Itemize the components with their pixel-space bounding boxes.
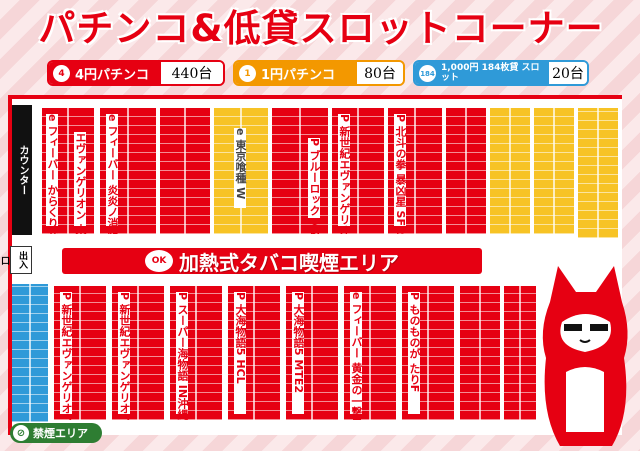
machine-name: e フィーバー 炎炎ノ消防隊 からくりサーカス2R — [106, 114, 119, 234]
legend-label: 1,000円 184枚貸 スロット — [441, 63, 540, 83]
legend-count: 20台 — [549, 62, 587, 84]
machine-block-bottom-3[interactable]: P スーパー海物語 IN沖縄6 LTP — [170, 286, 222, 420]
machine-name: P 大海物語5 HCL — [234, 292, 247, 414]
machine-block-bottom-4[interactable]: P 大海物語5 HCL — [228, 286, 280, 420]
machine-block-bottom-8[interactable] — [460, 286, 500, 420]
legend-label: 1円パチンコ — [261, 67, 336, 83]
page-title: パチンコ&低貸スロットコーナー — [38, 7, 604, 50]
machine-block-top-6[interactable]: P 新世紀エヴァンゲリオン — [332, 108, 384, 234]
machine-name: P 北斗の拳 暴凶星 SFPA — [394, 114, 407, 234]
machine-name: e フィーバー からくりサーカス2R — [46, 114, 59, 234]
legend-label: 4円パチンコ — [75, 67, 150, 83]
entrance-exit: 出入口 — [0, 246, 32, 274]
machine-block-top-3[interactable] — [160, 108, 210, 234]
wall-top — [8, 95, 622, 99]
machine-name: P ものものが たりF — [408, 292, 421, 414]
counter: カウンター — [12, 105, 32, 235]
non-smoking-area: ⊘ 禁煙エリア — [10, 423, 102, 443]
badge-184-icon: 184 — [419, 65, 436, 82]
legend-1yen: 1 1円パチンコ 80台 — [233, 60, 405, 86]
heated-tobacco-area: OK 加熱式タバコ喫煙エリア — [62, 248, 482, 275]
badge-4-icon: 4 — [53, 65, 70, 82]
machine-block-bottom-2[interactable]: P 新世紀エヴァンゲリオン 未来への咆哮 15 — [112, 286, 164, 420]
mascot-cat-icon — [542, 266, 628, 446]
smoking-area-label: 加熱式タバコ喫煙エリア — [179, 250, 399, 275]
legend-slot: 184 1,000円 184枚貸 スロット 20台 — [413, 60, 589, 86]
machine-name: P 新世紀エヴァンゲリオン — [338, 114, 351, 234]
machine-name: P 新世紀エヴァンゲリオン 未来への咆哮 15 — [60, 292, 73, 420]
machine-block-top-1[interactable]: e フィーバー からくりサーカス2R エヴァンゲリオン 未来への咆哮 — [42, 108, 94, 234]
machine-name: e フィーバー 黄金の一撃H4 — [350, 292, 363, 420]
machine-block-top-4[interactable]: e 東京喰種 W — [214, 108, 268, 234]
machine-block-top-8[interactable] — [446, 108, 486, 234]
slot-block[interactable] — [12, 284, 48, 422]
ok-icon: OK — [145, 250, 173, 272]
machine-block-top-5[interactable]: P ブルーロック MZ — [272, 108, 328, 234]
machine-block-bottom-1[interactable]: P 新世紀エヴァンゲリオン 未来への咆哮 15 — [54, 286, 106, 420]
machine-block-top-2[interactable]: e フィーバー 炎炎ノ消防隊 からくりサーカス2R — [100, 108, 156, 234]
machine-name: P スーパー海物語 IN沖縄6 LTP — [176, 292, 189, 420]
badge-1-icon: 1 — [239, 65, 256, 82]
legend-count: 440台 — [161, 62, 223, 84]
machine-name: P 大海物語5 MTE2 — [292, 292, 305, 414]
non-smoking-label: 禁煙エリア — [33, 427, 88, 440]
machine-block-bottom-9[interactable] — [504, 286, 536, 420]
machine-block-bottom-6[interactable]: e フィーバー 黄金の一撃H4 — [344, 286, 396, 420]
machine-block-bottom-7[interactable]: P ものものが たりF — [402, 286, 454, 420]
machine-name: e 東京喰種 W — [234, 128, 247, 208]
machine-block-top-7[interactable]: P 北斗の拳 暴凶星 SFPA — [388, 108, 442, 234]
machine-block-top-11[interactable] — [578, 108, 618, 238]
machine-name: P 新世紀エヴァンゲリオン 未来への咆哮 15 — [118, 292, 131, 420]
machine-block-bottom-5[interactable]: P 大海物語5 MTE2 — [286, 286, 338, 420]
no-smoking-icon: ⊘ — [13, 425, 29, 441]
machine-block-top-10[interactable] — [534, 108, 574, 234]
legend-count: 80台 — [357, 62, 403, 84]
legend-4yen: 4 4円パチンコ 440台 — [47, 60, 225, 86]
machine-block-top-9[interactable] — [490, 108, 530, 234]
machine-name: エヴァンゲリオン 未来への咆哮 — [74, 132, 87, 234]
machine-name: P ブルーロック MZ — [308, 138, 321, 234]
